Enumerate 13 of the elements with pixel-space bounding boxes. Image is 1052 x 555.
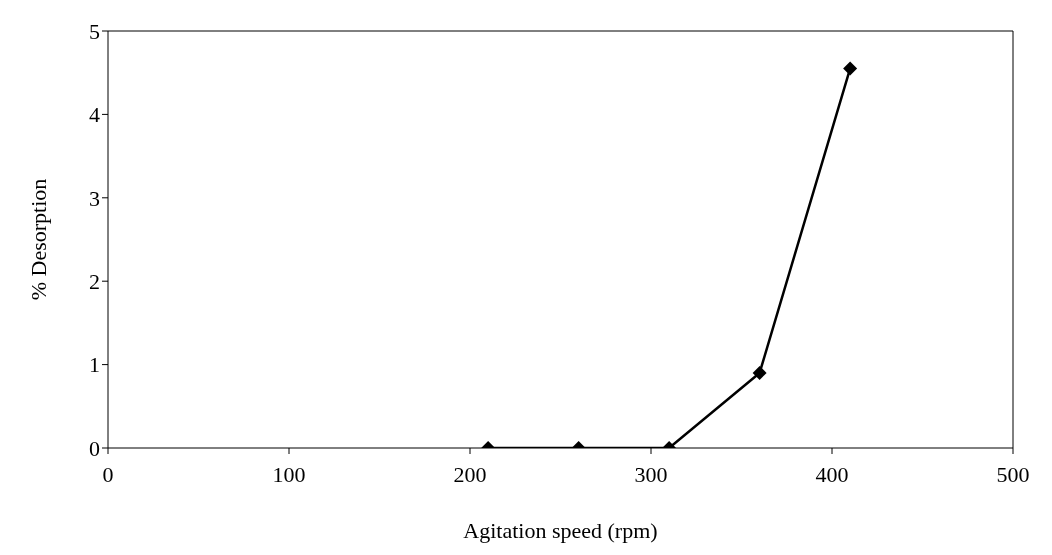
y-tick-label: 3 (89, 185, 100, 211)
x-axis-title: Agitation speed (rpm) (463, 518, 658, 543)
y-tick-label: 0 (89, 435, 100, 461)
x-tick-label: 200 (453, 461, 487, 487)
y-tick-label: 2 (89, 269, 100, 295)
x-tick-label: 300 (634, 461, 668, 487)
x-tick-label: 100 (272, 461, 306, 487)
y-tick-label: 1 (89, 352, 100, 378)
y-tick-label: 4 (89, 102, 100, 128)
y-axis-title: % Desorption (25, 178, 51, 301)
x-tick-label: 500 (996, 461, 1030, 487)
x-tick-label: 400 (815, 461, 849, 487)
y-tick-label: 5 (89, 18, 100, 44)
